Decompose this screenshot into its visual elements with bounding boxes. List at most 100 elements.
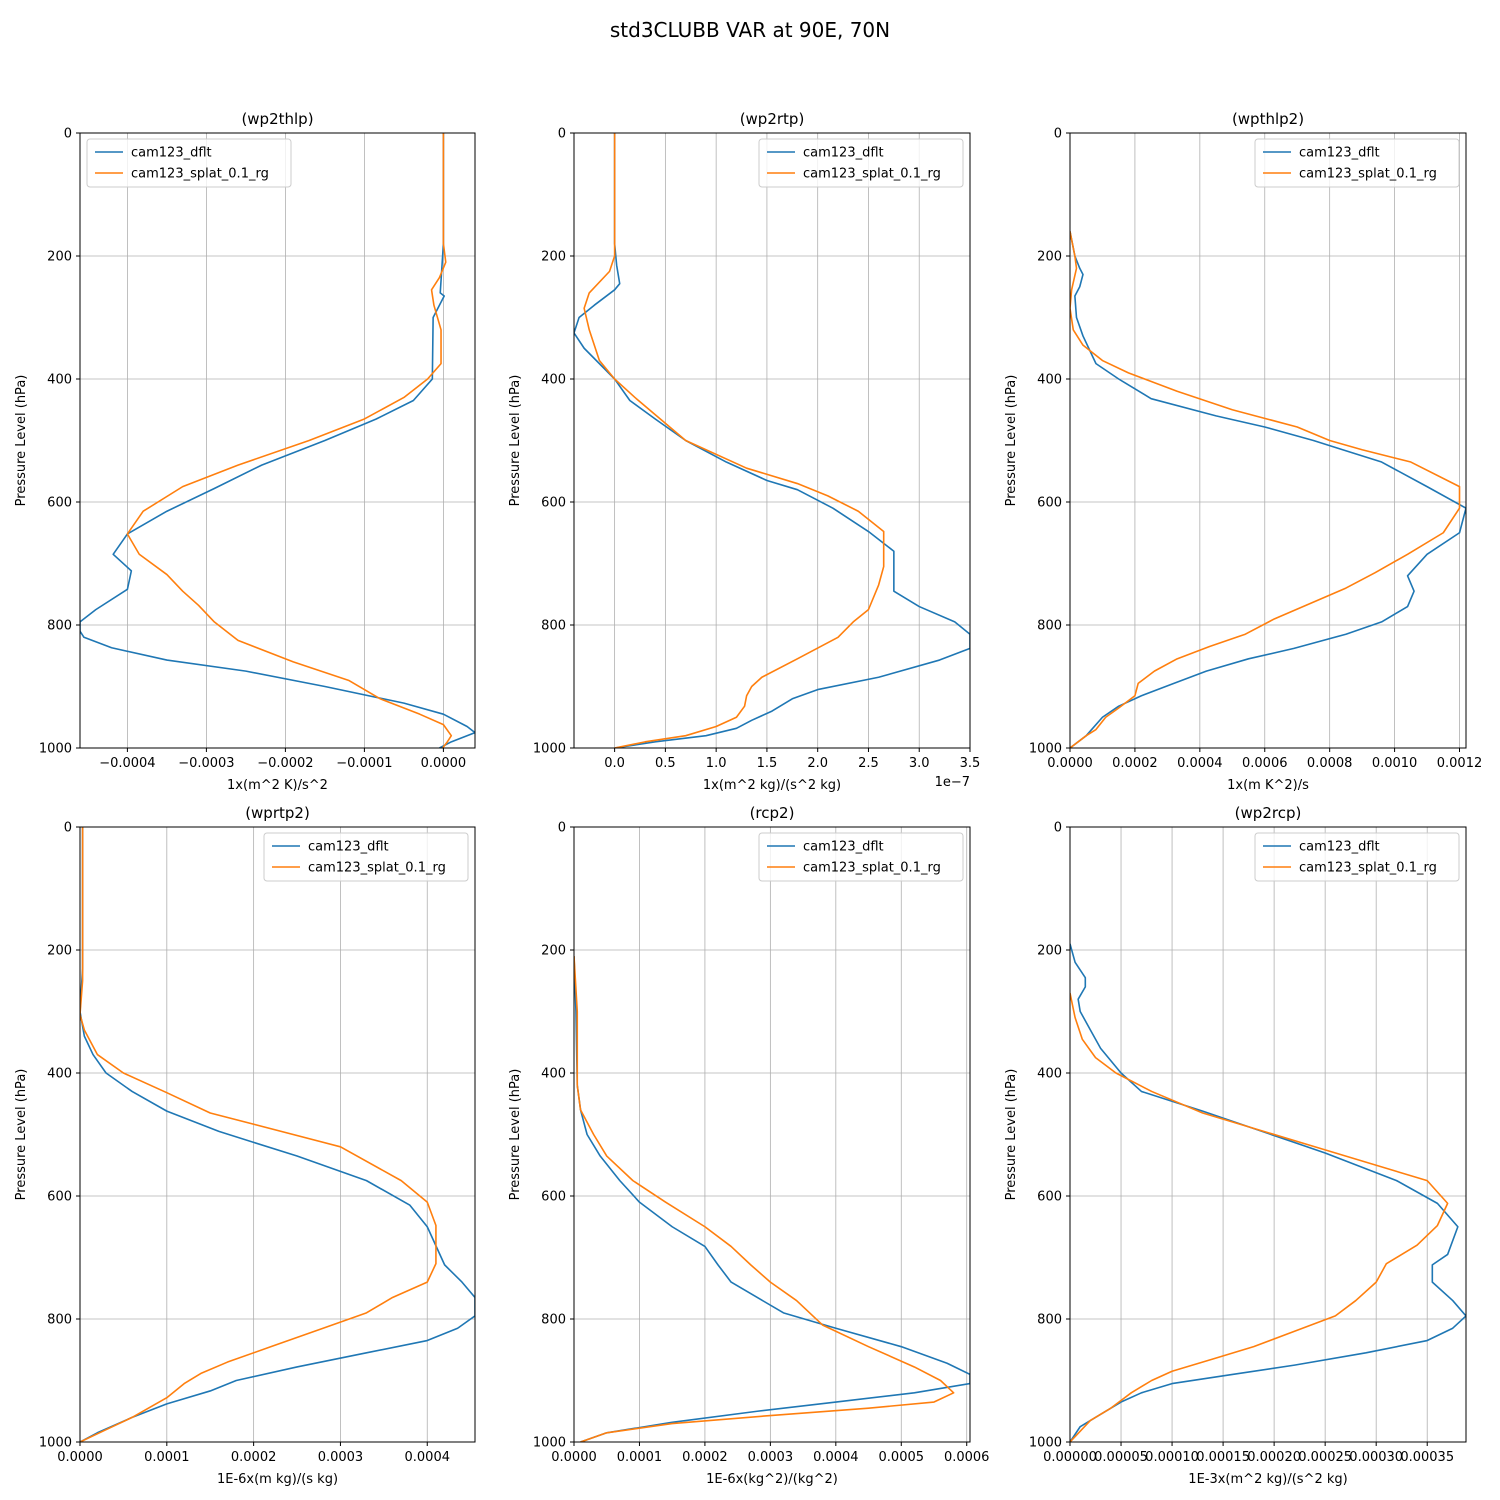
legend-box [758,832,964,882]
plot-frame [79,826,476,1443]
plot-frame [573,826,971,1443]
legend-label: cam123_dflt [803,146,884,161]
y-axis-label: Pressure Level (hPa) [14,375,29,507]
series-line-cam123_dflt [80,133,475,748]
y-tick-label: 400 [1037,1067,1062,1082]
y-tick-label: 0 [558,127,566,142]
x-tick-label: 0.0003 [318,1450,364,1465]
legend-label: cam123_splat_0.1_rg [803,861,941,876]
x-tick-label: 0.0001 [144,1450,190,1465]
x-tick-label: 0.00000 [1043,1450,1097,1465]
x-tick-label: 0.0010 [1372,756,1418,771]
x-tick-label: −0.0003 [178,756,234,771]
legend: cam123_dflt cam123_splat_0.1_rg [86,138,292,188]
series-line-cam123_dflt [1070,231,1466,748]
legend-box [263,832,469,882]
panel-6: 0.000000.000050.000100.000150.000200.000… [1004,804,1467,1487]
x-tick-label: 1.0 [706,756,727,771]
x-axis-label: 1x(m^2 K)/s^2 [227,778,328,793]
series-line-cam123_dflt [574,956,970,1442]
y-tick-label: 0 [1054,127,1062,142]
y-tick-label: 600 [1037,1190,1062,1205]
panel-title: (wpthlp2) [1232,110,1304,128]
x-tick-label: 3.0 [909,756,930,771]
x-tick-label: 0.0003 [748,1450,794,1465]
x-tick-label: 0.00005 [1094,1450,1148,1465]
y-tick-label: 200 [541,250,566,265]
x-tick-label: 0.00010 [1145,1450,1199,1465]
x-tick-label: 0.00015 [1196,1450,1250,1465]
y-tick-label: 0 [64,821,72,836]
x-axis-label: 1E-3x(m^2 kg)/(s^2 kg) [1188,1472,1347,1487]
panel-title: (wp2thlp) [241,110,313,128]
legend: cam123_dflt cam123_splat_0.1_rg [1254,832,1460,882]
panel-title: (wp2rtp) [740,110,805,128]
y-tick-label: 600 [1037,496,1062,511]
series-line-cam123_splat_0.1_rg [1070,992,1449,1442]
legend-label: cam123_dflt [1299,146,1380,161]
x-tick-label: 0.5 [655,756,676,771]
legend-box [1254,138,1460,188]
legend-label: cam123_dflt [803,840,884,855]
panel-1: −0.0004 −0.0003 −0.0002 −0.0001 0.0000 0 200 40… [14,110,476,793]
panel-title: (wprtp2) [245,804,310,822]
y-tick-label: 1000 [533,742,566,757]
y-tick-label: 200 [1037,944,1062,959]
x-tick-label: 0.0012 [1437,756,1483,771]
legend-label: cam123_dflt [308,840,389,855]
legend-label: cam123_dflt [1299,840,1380,855]
y-tick-label: 800 [541,619,566,634]
legend-label: cam123_splat_0.1_rg [131,167,269,182]
legend-label: cam123_dflt [131,146,212,161]
y-tick-label: 800 [1037,1313,1062,1328]
x-tick-label: 0.0004 [405,1450,451,1465]
y-tick-label: 200 [47,944,72,959]
series-line-cam123_dflt [1070,943,1466,1442]
y-tick-label: 600 [541,496,566,511]
y-axis-label: Pressure Level (hPa) [508,375,523,507]
legend-box [86,138,292,188]
plot-frame [573,132,971,749]
panel-4: 0.0000 0.0001 0.0002 0.0003 0.0004 0 200 400 600… [14,804,476,1487]
series-line-cam123_splat_0.1_rg [583,133,885,748]
legend-label: cam123_splat_0.1_rg [308,861,446,876]
x-tick-label: 1.5 [757,756,778,771]
y-tick-label: 1000 [1029,742,1062,757]
y-axis-label: Pressure Level (hPa) [1004,375,1019,507]
panel-5: 0.0000 0.0001 0.0002 0.0003 0.0004 0.0005 0.00… [508,804,989,1487]
panel-title: (rcp2) [750,804,795,822]
y-axis-label: Pressure Level (hPa) [1004,1069,1019,1201]
x-axis-label: 1x(m K^2)/s [1227,778,1309,793]
y-tick-label: 0 [64,127,72,142]
x-tick-label: 0.0006 [944,1450,990,1465]
y-tick-label: 400 [541,1067,566,1082]
y-tick-label: 1000 [1029,1436,1062,1451]
y-tick-label: 600 [47,496,72,511]
panel-3: 0.0000 0.0002 0.0004 0.0006 0.0008 0.0010 0.00… [1004,110,1482,793]
x-tick-label: 3.5 [960,756,981,771]
x-tick-label: 0.0004 [1177,756,1223,771]
x-tick-label: 0.0001 [617,1450,663,1465]
y-tick-label: 1000 [39,742,72,757]
x-tick-label: 0.0002 [1112,756,1158,771]
y-tick-label: 800 [541,1313,566,1328]
y-tick-label: 0 [558,821,566,836]
y-tick-label: 400 [47,373,72,388]
x-axis-label: 1E-6x(kg^2)/(kg^2) [706,1472,838,1487]
legend: cam123_dflt cam123_splat_0.1_rg [263,832,469,882]
x-tick-label: −0.0004 [99,756,155,771]
legend: cam123_dflt cam123_splat_0.1_rg [1254,138,1460,188]
x-axis-label: 1x(m^2 kg)/(s^2 kg) [703,778,841,793]
panel-2: 0.0 0.5 1.0 1.5 2.0 2.5 3.0 3.5 0 200 400 600 800 100… [508,110,980,793]
y-tick-label: 600 [47,1190,72,1205]
plot-frame [1069,826,1467,1443]
x-offset-label: 1e−7 [935,775,970,790]
x-tick-label: 0.0000 [421,756,467,771]
x-tick-label: −0.0002 [257,756,313,771]
grid-lines [1069,132,1466,749]
series-line-cam123_splat_0.1_rg [126,133,453,748]
x-tick-label: 0.0000 [551,1450,597,1465]
y-tick-label: 600 [541,1190,566,1205]
plot-frame [1069,132,1467,749]
